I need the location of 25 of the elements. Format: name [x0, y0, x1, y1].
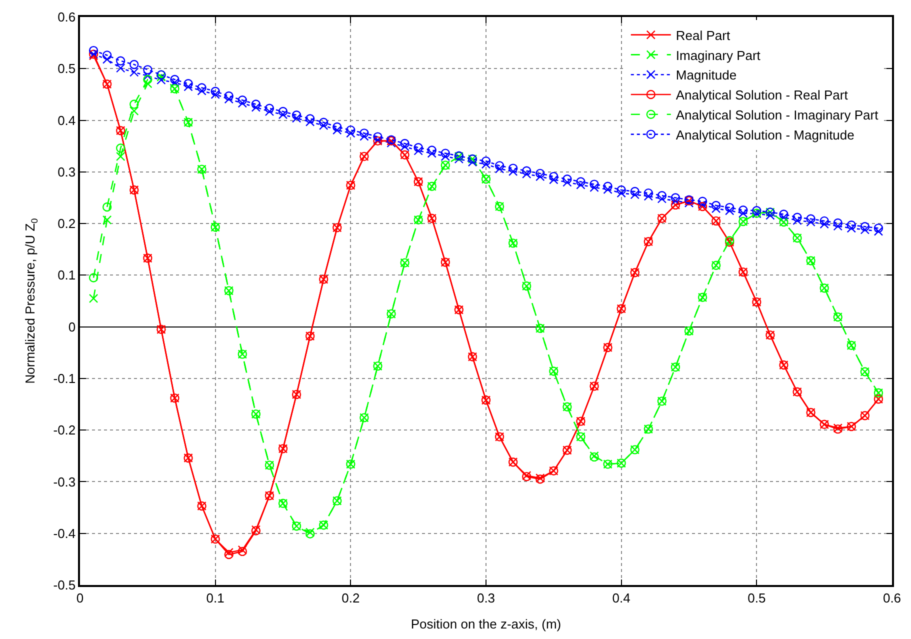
y-tick-label: 0.2: [58, 216, 76, 232]
y-tick-label: 0.3: [58, 164, 76, 180]
y-tick-label: 0: [68, 319, 76, 334]
legend-label: Analytical Solution - Magnitude: [676, 127, 854, 142]
legend-label: Analytical Solution - Real Part: [676, 88, 848, 103]
x-tick-label: 0.4: [612, 590, 630, 606]
y-tick-label: 0.6: [58, 10, 76, 25]
x-tick-label: 0.6: [882, 590, 902, 606]
legend-label: Magnitude: [676, 68, 737, 83]
x-axis-title: Position on the z-axis, (m): [410, 616, 562, 632]
y-tick-label: -0.2: [53, 422, 76, 438]
y-tick-label: 0.1: [58, 268, 76, 283]
x-tick-label: 0.1: [206, 590, 224, 606]
legend-label: Imaginary Part: [676, 48, 761, 63]
y-tick-label: -0.4: [53, 526, 76, 541]
y-tick-label: -0.3: [53, 474, 76, 490]
y-tick-label: -0.1: [53, 371, 76, 386]
x-tick-label: 0.3: [476, 590, 496, 606]
x-tick-label: 0.2: [342, 590, 360, 606]
y-tick-label: 0.5: [58, 61, 76, 76]
x-tick-label: 0.5: [748, 590, 766, 606]
legend-label: Analytical Solution - Imaginary Part: [676, 107, 879, 122]
y-tick-label: 0.4: [58, 112, 76, 128]
y-tick-label: -0.5: [53, 578, 76, 593]
legend-label: Real Part: [676, 28, 730, 43]
